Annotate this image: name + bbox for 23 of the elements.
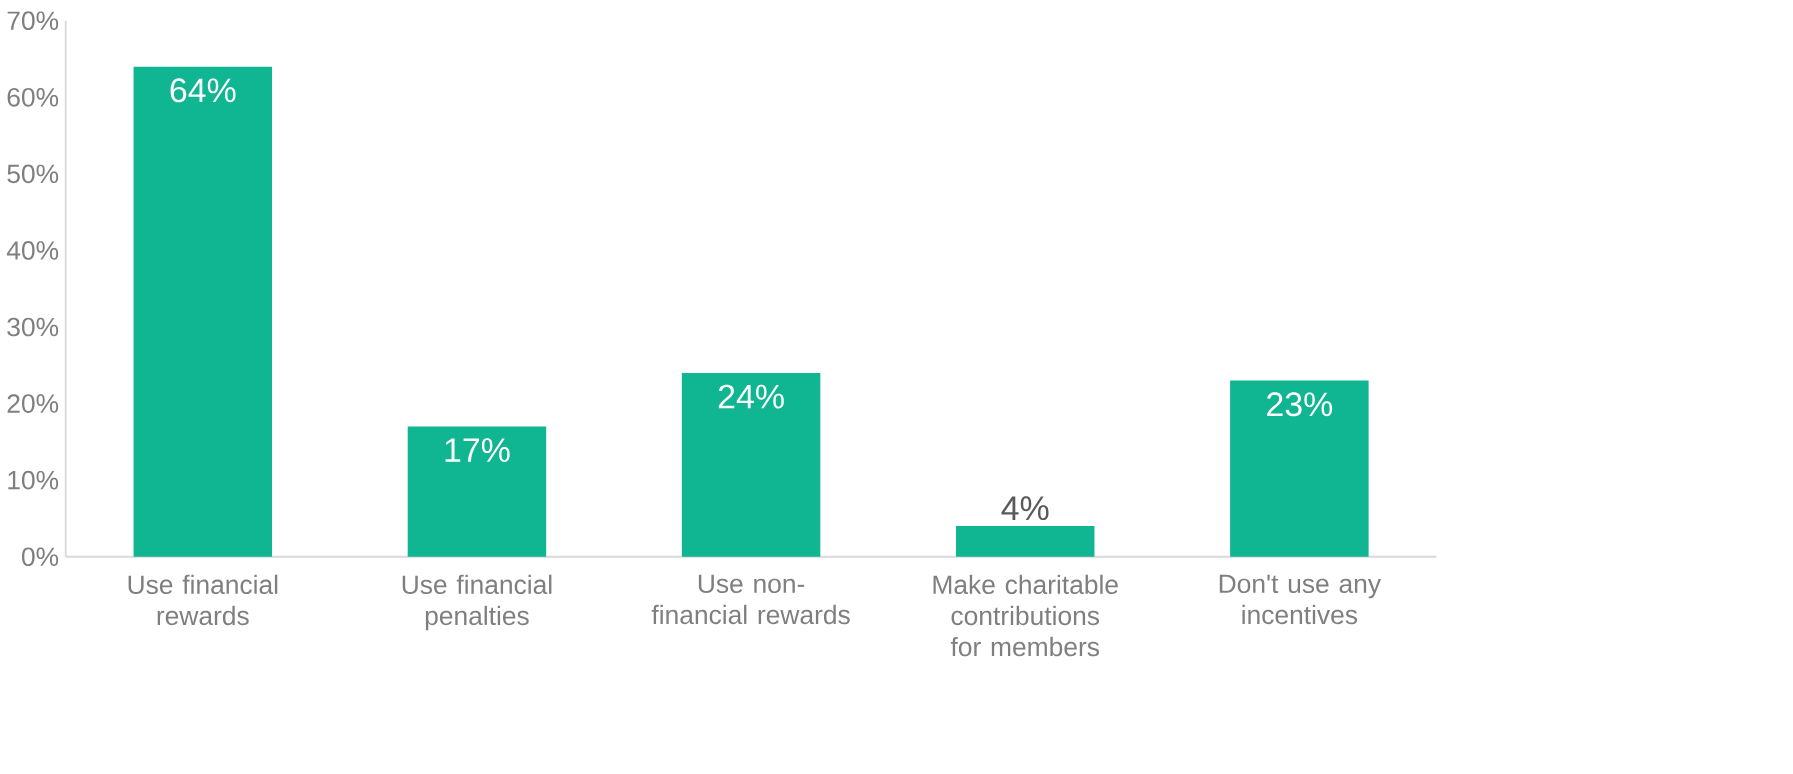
x-tick-label: Make charitable contributions for members bbox=[933, 574, 1118, 657]
y-tick-label: 40% bbox=[6, 240, 59, 260]
x-tick-label: Don't use any incentives bbox=[1219, 574, 1381, 625]
x-tick-label: Use non-financial rewards bbox=[651, 574, 850, 625]
y-tick-label: 70% bbox=[7, 11, 59, 30]
x-tick-label: Use financial penalties bbox=[402, 574, 552, 631]
bar bbox=[681, 372, 821, 557]
y-tick-label: 50% bbox=[7, 164, 59, 184]
y-tick-label: 0% bbox=[21, 547, 59, 566]
bar bbox=[1230, 380, 1369, 557]
y-tick-label: 10% bbox=[8, 470, 59, 490]
data-label: 24% bbox=[718, 384, 784, 409]
y-tick-label: 60% bbox=[7, 87, 59, 107]
x-tick-label: Use financial rewards bbox=[128, 574, 278, 625]
y-tick-label: 20% bbox=[7, 394, 59, 413]
data-label: 17% bbox=[445, 438, 510, 462]
data-label: 64% bbox=[170, 78, 236, 103]
bar bbox=[133, 66, 273, 557]
y-tick-label: 30% bbox=[7, 317, 59, 337]
bar bbox=[955, 525, 1095, 557]
data-label: 23% bbox=[1267, 392, 1333, 417]
bar bbox=[407, 426, 547, 557]
data-label: 4% bbox=[1001, 496, 1049, 520]
